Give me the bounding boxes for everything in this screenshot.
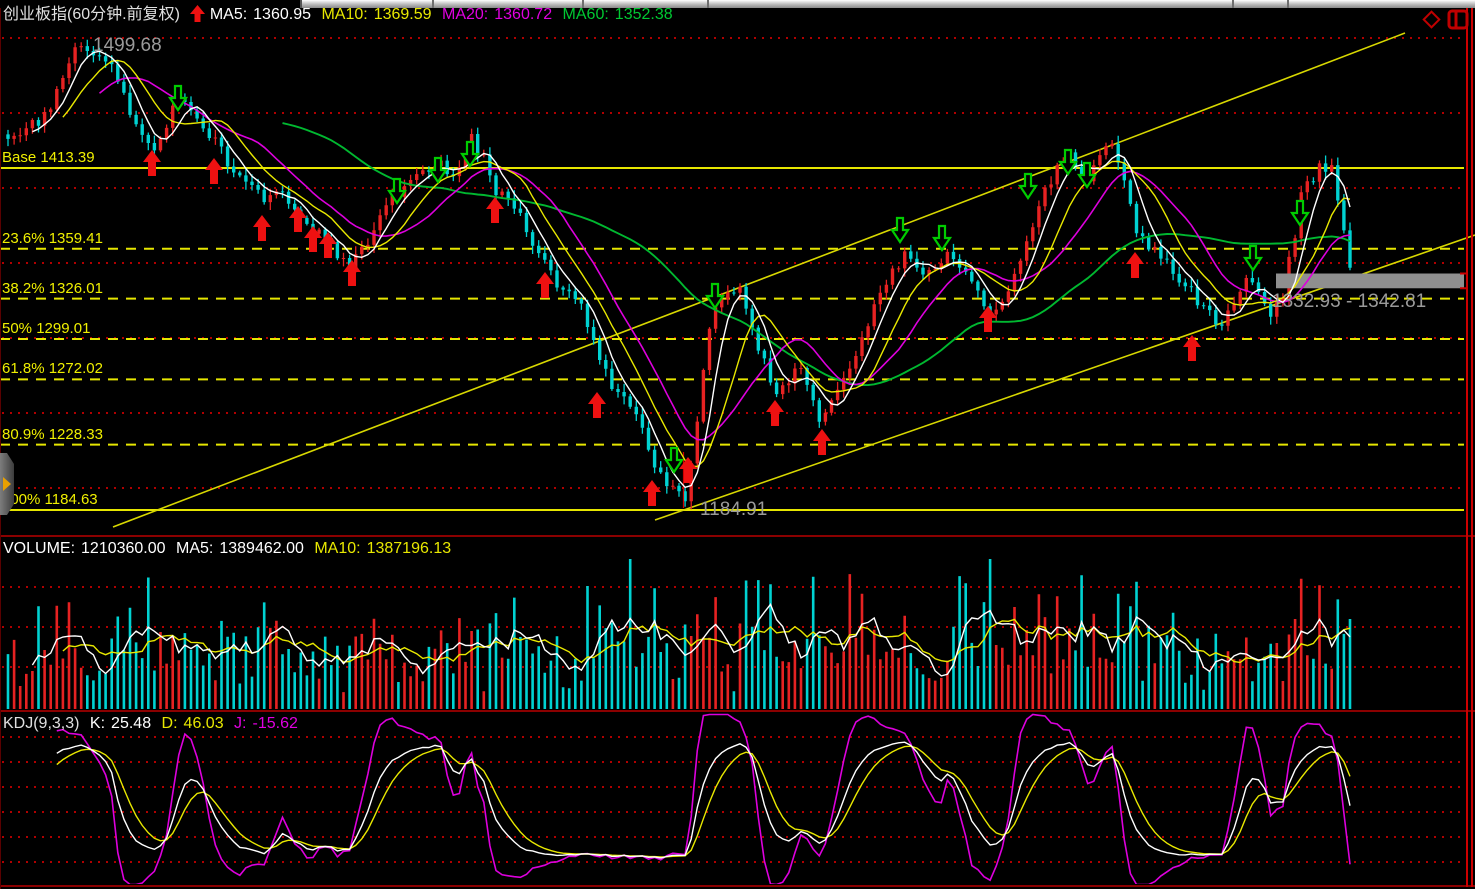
fib-level-label: 38.2% 1326.01 <box>2 279 103 297</box>
toolbar-icons <box>1422 9 1469 30</box>
fib-level-label: 23.6% 1359.41 <box>2 229 103 247</box>
window-layout-icon[interactable] <box>1447 9 1469 30</box>
pane-divider <box>0 710 1475 712</box>
vol-ma5-label: MA5: <box>176 540 214 557</box>
price-pane-header: 创业板指(60分钟.前复权) MA5: 1360.95 MA10: 1369.59 … <box>3 4 679 26</box>
expand-triangle-icon <box>3 477 11 491</box>
low-price-label: 1184.91 <box>700 499 768 520</box>
kdj-k-label: K: <box>89 715 106 732</box>
kdj-k-value: 25.48 <box>111 715 152 732</box>
fib-level-label: 100% 1184.63 <box>2 490 98 508</box>
fib-level-label: Base 1413.39 <box>2 149 95 166</box>
volume-label: VOLUME: <box>3 540 76 557</box>
up-arrow-icon <box>190 5 206 22</box>
left-border <box>0 8 1 889</box>
range-price-label: 1332.93 - 1342.81 <box>1272 291 1427 312</box>
symbol-title: 创业板指(60分钟.前复权) <box>3 6 180 23</box>
vol-ma10-value: 1387196.13 <box>366 540 452 557</box>
left-panel-handle[interactable] <box>0 453 14 515</box>
fib-level-label: 50% 1299.01 <box>2 319 91 337</box>
top-scrollbar[interactable] <box>300 0 1475 8</box>
vol-ma10-label: MA10: <box>314 540 361 557</box>
high-price-label: 1499.68 <box>93 35 162 56</box>
kdj-title: KDJ(9,3,3) <box>3 715 80 732</box>
volume-pane-header: VOLUME: 1210360.00 MA5: 1389462.00 MA10: 13… <box>3 539 457 559</box>
ma20-value: 1360.72 <box>494 6 553 23</box>
ma10-label: MA10: <box>321 6 368 23</box>
ma10-value: 1369.59 <box>373 6 432 23</box>
scrollbar-notch <box>1232 0 1234 8</box>
kdj-j-value: -15.62 <box>252 715 298 732</box>
kdj-d-label: D: <box>161 715 178 732</box>
ma20-label: MA20: <box>442 6 489 23</box>
scrollbar-notch <box>707 0 709 8</box>
volume-value: 1210360.00 <box>81 540 166 557</box>
pane-divider <box>0 535 1475 537</box>
kdj-d-value: 46.03 <box>183 715 224 732</box>
kdj-pane-header: KDJ(9,3,3) K: 25.48 D: 46.03 J: -15.62 <box>3 714 304 734</box>
right-border-inner <box>1466 8 1468 887</box>
diamond-icon[interactable] <box>1422 10 1441 29</box>
ma5-label: MA5: <box>209 6 248 23</box>
fib-level-label: 80.9% 1228.33 <box>2 425 103 443</box>
ma5-value: 1360.95 <box>253 6 311 23</box>
kdj-j-label: J: <box>234 715 247 732</box>
pane-divider <box>0 885 1475 887</box>
ma60-label: MA60: <box>562 6 609 23</box>
ma60-value: 1352.38 <box>614 6 673 23</box>
scrollbar-notch <box>1287 0 1289 8</box>
right-border-outer <box>1471 8 1473 887</box>
fib-level-label: 61.8% 1272.02 <box>2 360 103 378</box>
scrollbar-notch <box>432 0 434 8</box>
scrollbar-notch <box>582 0 584 8</box>
vol-ma5-value: 1389462.00 <box>219 540 304 557</box>
